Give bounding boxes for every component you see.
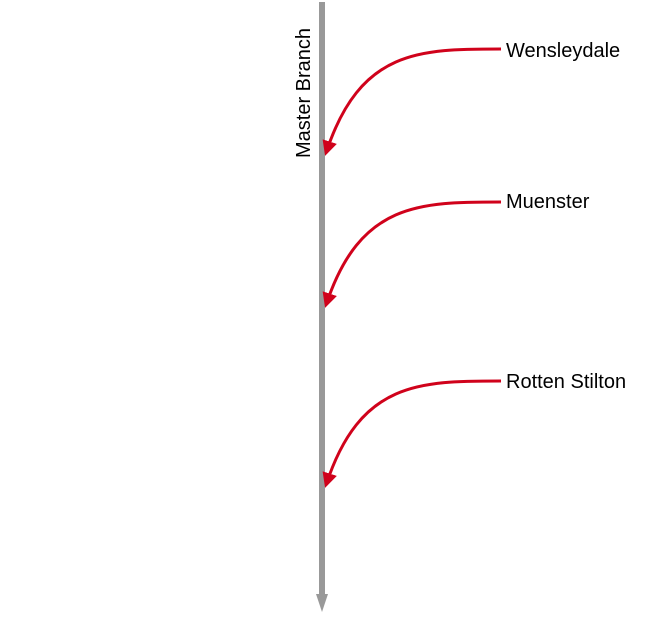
- merge-muenster: Muenster: [322, 191, 590, 308]
- merge-arrow-rotten-stilton: [322, 379, 502, 488]
- merge-wensleydale: Wensleydale: [322, 40, 620, 156]
- merge-label-muenster: Muenster: [506, 191, 590, 213]
- merge-arrow-wensleydale: [322, 47, 502, 156]
- master-branch: Master Branch: [293, 2, 328, 612]
- master-branch-arrowhead: [316, 594, 328, 612]
- merge-label-rotten-stilton: Rotten Stilton: [506, 371, 626, 393]
- merge-arrow-muenster: [322, 200, 502, 308]
- merge-label-wensleydale: Wensleydale: [506, 40, 620, 62]
- merge-rotten-stilton: Rotten Stilton: [322, 371, 626, 488]
- master-branch-label: Master Branch: [293, 28, 315, 158]
